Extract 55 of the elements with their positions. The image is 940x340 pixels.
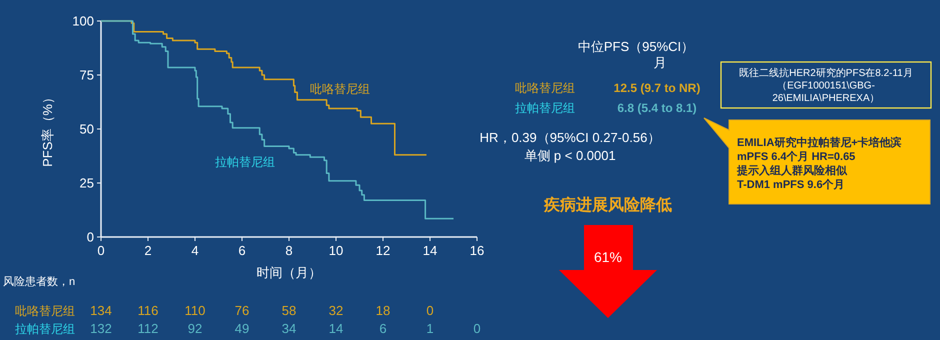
y-tick-label: 75 — [80, 68, 94, 82]
x-tick-label: 10 — [328, 243, 344, 258]
series-label: 拉帕替尼组 — [215, 155, 275, 169]
text: 6.8 (5.4 to 8.1) — [617, 101, 697, 115]
text: 12.5 (9.7 to NR) — [614, 81, 700, 95]
text: 拉帕替尼组 — [15, 322, 75, 336]
x-tick-label: 16 — [470, 243, 484, 258]
text: 中位PFS（95%CI） — [578, 39, 694, 54]
text: 0 — [426, 303, 434, 318]
x-tick-label: 4 — [191, 243, 199, 258]
text: 吡咯替尼组 — [15, 304, 75, 318]
text: T-DM1 mPFS 9.6个月 — [737, 178, 845, 191]
text: 92 — [188, 321, 202, 336]
text: 32 — [328, 303, 344, 318]
text: 18 — [376, 303, 390, 318]
text: 49 — [234, 321, 250, 336]
series-label: 吡咯替尼组 — [310, 82, 370, 96]
x-tick-label: 0 — [97, 243, 105, 258]
x-tick-label: 12 — [376, 243, 390, 258]
text: mPFS 6.4个月 HR=0.65 — [737, 150, 856, 163]
y-tick-label: 100 — [72, 14, 94, 28]
x-tick-label: 14 — [422, 243, 438, 258]
text: 61% — [594, 249, 622, 265]
text: 拉帕替尼组 — [515, 101, 575, 115]
text: 76 — [234, 303, 250, 318]
text: 月 — [654, 55, 666, 70]
x-tick-label: 8 — [285, 243, 293, 258]
text: 58 — [282, 303, 296, 318]
text: 34 — [282, 321, 296, 336]
text: 0 — [473, 321, 481, 336]
text: 疾病进展风险降低 — [543, 196, 672, 214]
text: 116 — [138, 303, 158, 318]
x-tick-label: 2 — [144, 243, 152, 258]
text: 134 — [90, 303, 112, 318]
text: 132 — [90, 321, 112, 336]
text: 吡咯替尼组 — [515, 81, 575, 95]
x-axis-title: 时间（月） — [256, 265, 322, 280]
text: 14 — [328, 321, 344, 336]
y-axis-title: PFS率（%） — [40, 91, 55, 167]
text: 风险患者数，n — [3, 275, 76, 288]
text: HR，0.39（95%CI 0.27-0.56） — [480, 130, 660, 145]
text: 既往二线抗HER2研究的PFS在8.2-11月 — [739, 67, 913, 79]
text: 6 — [379, 321, 387, 336]
text: 提示入组人群风险相似 — [736, 164, 848, 177]
text: 1 — [426, 321, 434, 336]
text: 26\EMILIA\PHEREXA） — [772, 93, 880, 104]
y-tick-label: 0 — [86, 230, 94, 244]
text: 112 — [138, 321, 158, 336]
text: EMILIA研究中拉帕替尼+卡培他滨 — [737, 136, 902, 149]
y-tick-label: 25 — [80, 176, 94, 190]
y-tick-label: 50 — [80, 122, 94, 136]
text: 110 — [184, 303, 206, 318]
text: （EGF1000151\GBG- — [777, 80, 875, 92]
x-tick-label: 6 — [238, 243, 246, 258]
text: 单侧 p < 0.0001 — [524, 148, 616, 163]
